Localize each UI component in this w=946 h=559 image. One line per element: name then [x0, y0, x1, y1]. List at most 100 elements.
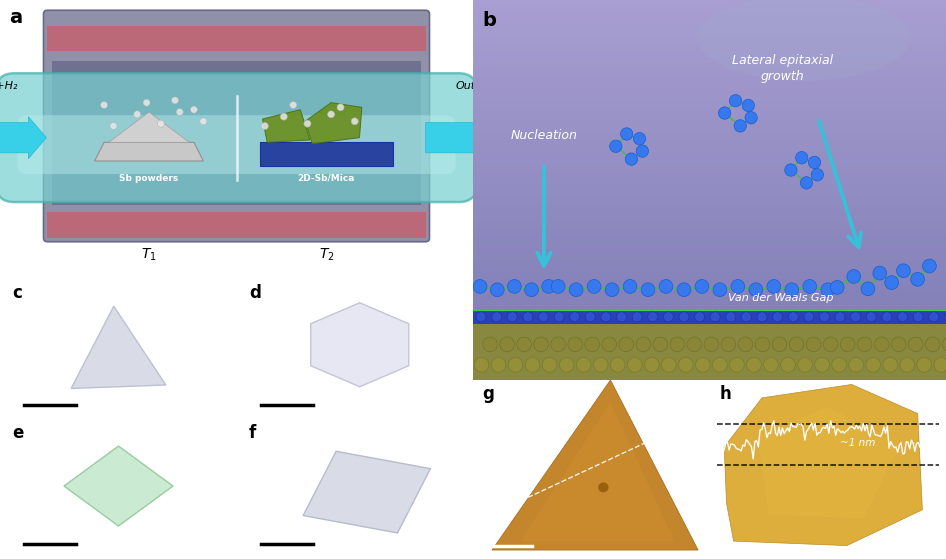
- Circle shape: [897, 264, 910, 278]
- Bar: [473, 0, 946, 6]
- Polygon shape: [95, 143, 203, 161]
- Circle shape: [110, 122, 117, 130]
- Circle shape: [742, 312, 751, 322]
- Circle shape: [327, 111, 335, 118]
- Bar: [473, 165, 946, 171]
- Circle shape: [789, 337, 804, 352]
- Bar: [473, 203, 946, 209]
- Circle shape: [719, 107, 730, 119]
- Polygon shape: [492, 380, 698, 550]
- Circle shape: [474, 357, 489, 372]
- Circle shape: [797, 357, 813, 372]
- Circle shape: [712, 357, 727, 372]
- Text: Out: Out: [456, 81, 476, 91]
- Circle shape: [641, 283, 655, 297]
- Circle shape: [900, 357, 915, 372]
- Bar: [473, 304, 946, 310]
- Circle shape: [687, 337, 702, 352]
- Circle shape: [694, 312, 705, 322]
- Circle shape: [721, 337, 736, 352]
- Circle shape: [731, 280, 745, 293]
- Bar: [473, 82, 946, 89]
- Circle shape: [695, 357, 710, 372]
- Circle shape: [157, 120, 165, 127]
- Circle shape: [815, 357, 830, 372]
- Circle shape: [944, 312, 946, 322]
- Circle shape: [490, 283, 504, 297]
- Circle shape: [569, 283, 583, 297]
- Circle shape: [508, 357, 523, 372]
- Text: Lateral epitaxial
growth: Lateral epitaxial growth: [732, 54, 833, 83]
- Circle shape: [476, 312, 486, 322]
- Bar: [473, 25, 946, 32]
- Bar: [473, 215, 946, 222]
- Circle shape: [585, 337, 600, 352]
- Bar: [473, 373, 946, 380]
- Circle shape: [806, 337, 821, 352]
- Circle shape: [534, 337, 549, 352]
- Circle shape: [755, 337, 770, 352]
- Circle shape: [670, 337, 685, 352]
- Circle shape: [610, 357, 625, 372]
- Circle shape: [636, 145, 649, 157]
- Circle shape: [934, 357, 946, 372]
- Circle shape: [713, 283, 727, 297]
- Circle shape: [523, 312, 533, 322]
- Circle shape: [525, 357, 540, 372]
- Bar: [47, 26, 426, 51]
- Bar: [473, 120, 946, 127]
- Circle shape: [632, 312, 642, 322]
- Circle shape: [866, 357, 881, 372]
- Circle shape: [821, 283, 834, 297]
- Bar: [473, 101, 946, 108]
- Text: b: b: [482, 11, 497, 30]
- Circle shape: [745, 112, 757, 124]
- Circle shape: [847, 269, 861, 283]
- Bar: [473, 152, 946, 158]
- Polygon shape: [520, 402, 674, 541]
- Circle shape: [569, 312, 580, 322]
- Bar: [473, 234, 946, 241]
- Circle shape: [917, 357, 932, 372]
- Bar: [473, 127, 946, 133]
- Circle shape: [729, 357, 745, 372]
- Circle shape: [143, 99, 150, 106]
- Bar: [473, 146, 946, 152]
- Circle shape: [891, 337, 906, 352]
- Circle shape: [190, 106, 198, 113]
- Circle shape: [873, 266, 886, 280]
- Circle shape: [913, 312, 923, 322]
- Circle shape: [538, 312, 549, 322]
- Circle shape: [780, 357, 796, 372]
- Text: f: f: [249, 424, 256, 442]
- FancyBboxPatch shape: [44, 10, 429, 241]
- Bar: [473, 321, 946, 380]
- Circle shape: [551, 337, 566, 352]
- Bar: [473, 6, 946, 13]
- Circle shape: [644, 357, 659, 372]
- Circle shape: [796, 151, 808, 164]
- Circle shape: [634, 132, 645, 145]
- Bar: [473, 323, 946, 329]
- Circle shape: [726, 312, 736, 322]
- Circle shape: [621, 128, 633, 140]
- Bar: [473, 44, 946, 51]
- Circle shape: [861, 282, 875, 296]
- Circle shape: [922, 259, 937, 273]
- Circle shape: [742, 100, 755, 112]
- Circle shape: [785, 164, 797, 176]
- Polygon shape: [303, 451, 430, 533]
- Circle shape: [602, 337, 617, 352]
- Polygon shape: [724, 385, 922, 546]
- Circle shape: [663, 312, 674, 322]
- Text: $T_2$: $T_2$: [319, 246, 334, 263]
- Bar: [473, 108, 946, 114]
- Bar: [473, 297, 946, 304]
- Circle shape: [840, 337, 855, 352]
- Circle shape: [261, 122, 269, 130]
- Bar: [473, 228, 946, 234]
- Bar: [473, 316, 946, 323]
- Circle shape: [337, 104, 344, 111]
- Text: c: c: [12, 284, 22, 302]
- Bar: [473, 285, 946, 291]
